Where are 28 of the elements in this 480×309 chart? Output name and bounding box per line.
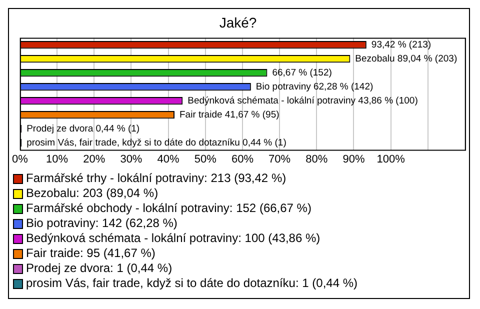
- data-label: Bezobalu 89,04 % (203): [355, 53, 458, 64]
- x-tick-label: 60%: [231, 153, 254, 166]
- data-label: Bio potraviny 62,28 % (142): [256, 81, 374, 92]
- x-tick-label: 70%: [268, 153, 291, 166]
- legend-label: Bezobalu: 203 (89,04 %): [26, 186, 158, 201]
- x-tick-label: 80%: [306, 153, 328, 166]
- data-label: Prodej ze dvora 0,44 % (1): [26, 123, 140, 134]
- legend-label: Farmářské obchody - lokální potraviny: 152 (66,67 %): [26, 201, 312, 216]
- x-tick-label: 50%: [194, 153, 217, 166]
- legend-label: Farmářské trhy - lokální potraviny: 213 (93,42 %): [26, 171, 286, 186]
- legend-label: Bio potraviny: 142 (62,28 %): [26, 216, 178, 231]
- legend-label: Bedýnková schémata - lokální potraviny: 100 (43,86 %): [26, 231, 320, 246]
- x-tick-label: 30%: [120, 153, 142, 166]
- data-label: Bedýnková schémata - lokální potraviny 43,86 % (100): [188, 95, 418, 106]
- legend-label: Prodej ze dvora: 1 (0,44 %): [26, 261, 172, 276]
- x-tick-label: 20%: [83, 153, 106, 166]
- legend-label: prosim Vás, fair trade, když si to dáte do dotazníku: 1 (0,44 %): [26, 276, 358, 291]
- data-label: 93,42 % (213): [371, 39, 432, 50]
- x-tick-label: 100%: [376, 153, 406, 166]
- legend-label: Fair traide: 95 (41,67 %): [26, 246, 156, 261]
- x-tick-label: 0%: [12, 153, 28, 166]
- x-tick-label: 90%: [342, 153, 365, 166]
- x-tick-label: 10%: [46, 153, 68, 166]
- chart-title: Jaké?: [219, 14, 257, 30]
- data-label: prosim Vás, fair trade, když si to dáte do dotazníku 0,44 % (1): [26, 137, 286, 148]
- data-label: Fair traide 41,67 % (95): [179, 109, 280, 120]
- data-label: 66,67 % (152): [272, 67, 332, 78]
- x-tick-label: 40%: [157, 153, 180, 166]
